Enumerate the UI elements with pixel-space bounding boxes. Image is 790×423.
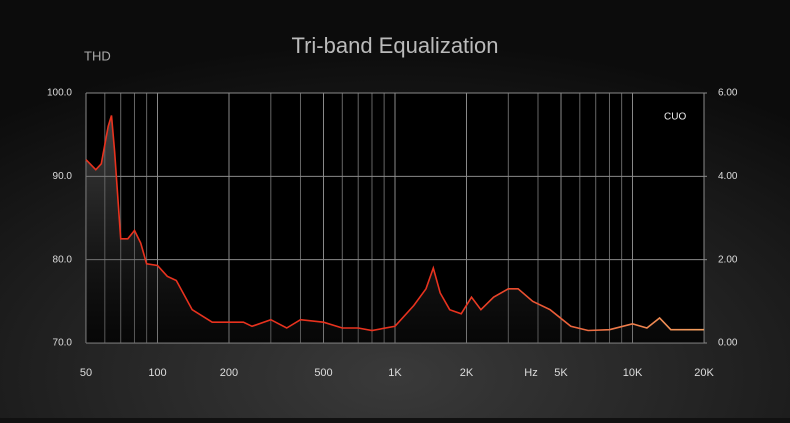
line: [85, 115, 704, 332]
x-tick-label: 500: [314, 367, 332, 379]
x-tick-label: 50: [80, 367, 92, 379]
y-tick-label: 90.0: [53, 171, 73, 182]
x-tick-label: 200: [220, 367, 238, 379]
chart-title: Tri-band Equalization: [291, 33, 498, 58]
y2-tick-label: 2.00: [718, 254, 738, 265]
y2-tick-label: 6.00: [718, 88, 738, 99]
x-tick-label: 20K: [694, 367, 714, 379]
y-tick-label: 70.0: [53, 338, 73, 349]
x-tick-label: 2K: [460, 367, 474, 379]
y-tick-label: 80.0: [53, 254, 73, 265]
x-unit-label: Hz: [524, 367, 537, 379]
area: [86, 115, 704, 343]
x-tick-label: 5K: [554, 367, 568, 379]
legend-label: CUO: [664, 112, 686, 123]
y2-tick-label: 0.00: [718, 338, 738, 349]
y-tick-label: 100.0: [47, 88, 72, 99]
x-tick-label: 1K: [388, 367, 402, 379]
x-tick-label: 10K: [623, 367, 643, 379]
y-axis-label: THD: [84, 48, 111, 63]
y2-tick-label: 4.00: [718, 171, 738, 182]
x-tick-label: 100: [148, 367, 166, 379]
